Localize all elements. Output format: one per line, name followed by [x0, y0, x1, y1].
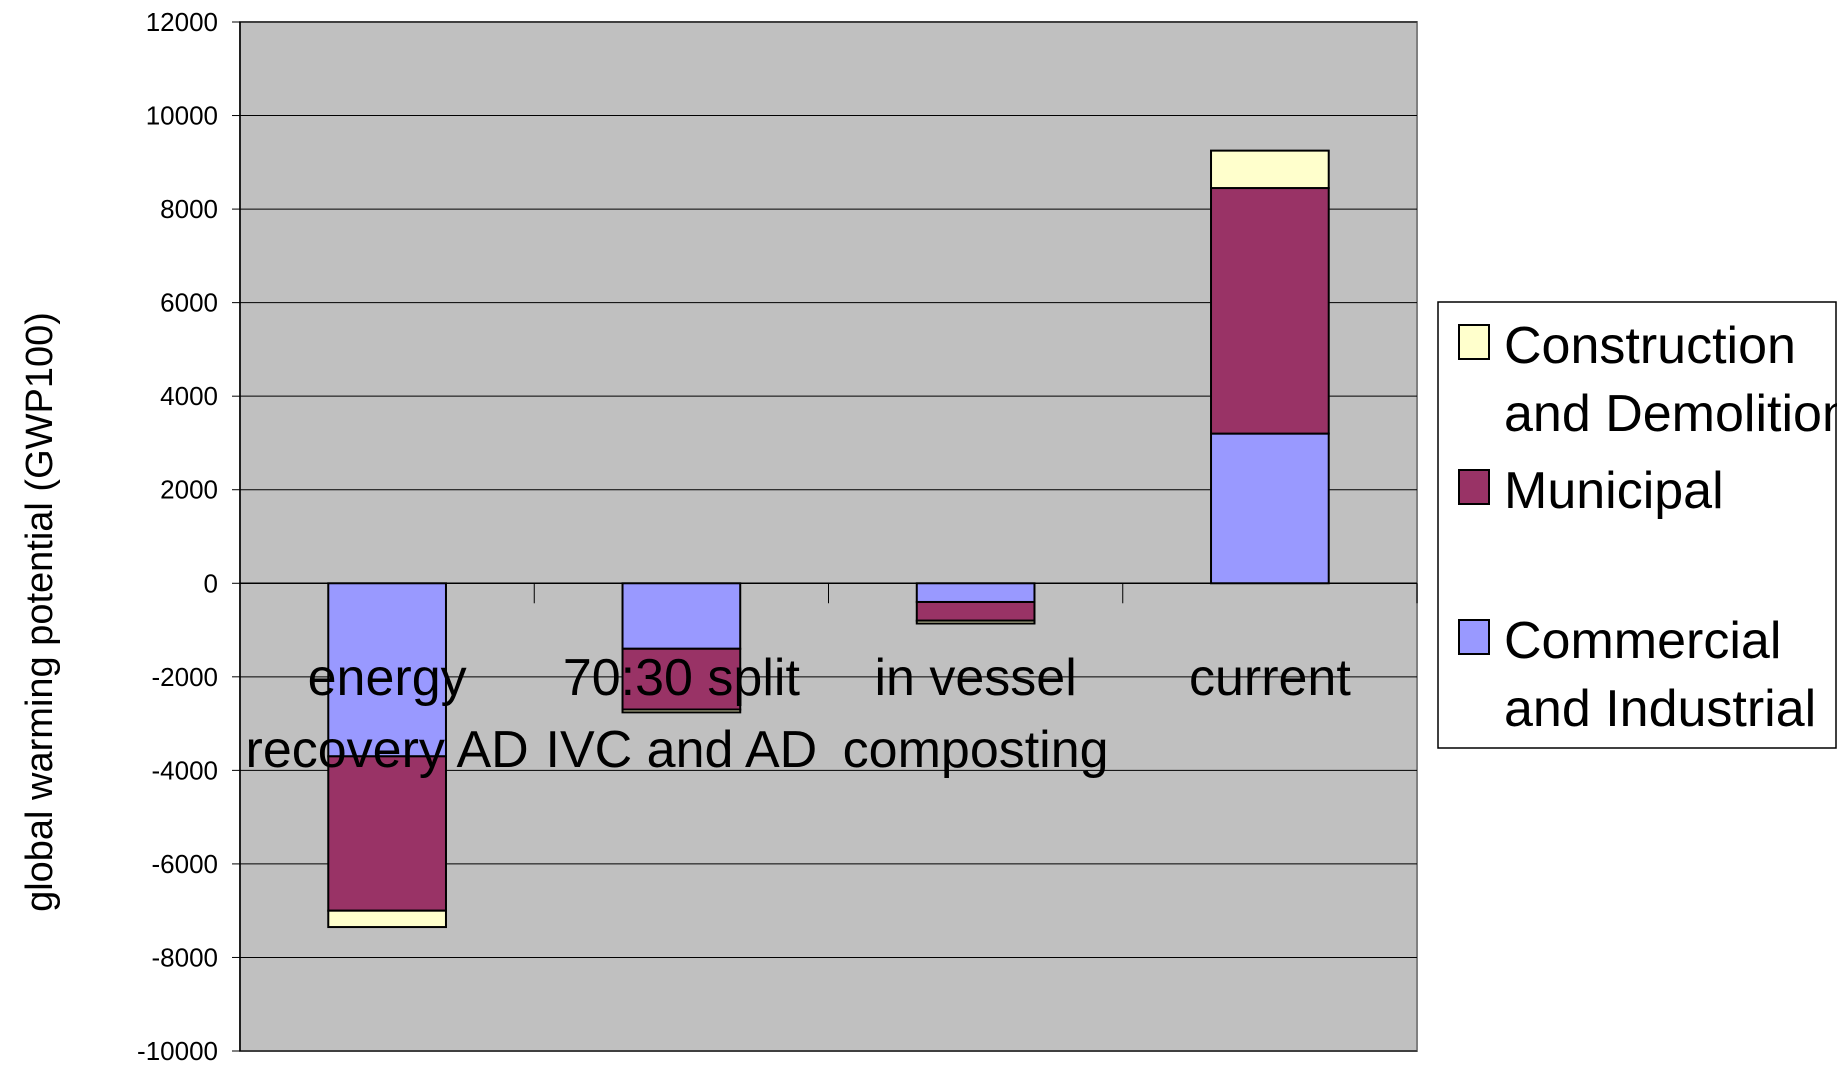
bar-segment [327, 755, 447, 912]
bar-segment [1210, 432, 1330, 585]
y-axis-label: global warming potential (GWP100) [19, 312, 61, 912]
axes: 12000 10000 8000 6000 4000 2000 0 -2000 -4000 -60… [137, 7, 1418, 1066]
legend-swatch [1458, 324, 1490, 360]
y-tick-label: 6000 [160, 288, 218, 318]
bar-segment [915, 582, 1036, 603]
legend-swatch [1458, 469, 1490, 505]
category-label: IVC and AD [546, 721, 818, 779]
bar-segment [327, 909, 447, 929]
y-tick-label: -10000 [137, 1036, 218, 1066]
y-tick-label: -2000 [152, 662, 219, 692]
bar-segment [1210, 149, 1330, 190]
legend-label: Commercial [1504, 612, 1781, 670]
y-tick-label: 2000 [160, 475, 218, 505]
category-labels: energy recovery AD 70:30 split IVC and AD in… [246, 649, 1352, 779]
y-tick-label: -8000 [152, 942, 219, 972]
legend-label: and Demolition [1504, 385, 1837, 443]
y-tick-label: -4000 [152, 755, 219, 785]
y-tick-label: 12000 [146, 7, 218, 37]
category-label: in vessel [874, 649, 1076, 707]
category-label: current [1189, 649, 1351, 707]
category-label: composting [843, 721, 1109, 779]
legend-label: Municipal [1504, 462, 1724, 520]
y-tick-label: 10000 [146, 101, 218, 131]
legend-box [1437, 301, 1837, 749]
y-tick-label: 0 [204, 568, 218, 598]
legend-label: and Industrial [1504, 680, 1816, 738]
legend-label: Construction [1504, 317, 1796, 375]
bar-segment [915, 600, 1036, 622]
bars [327, 149, 1330, 929]
bar-segment [621, 582, 742, 650]
category-label: energy [308, 649, 467, 707]
y-tick-label: 4000 [160, 381, 218, 411]
y-tick-label: -6000 [152, 849, 219, 879]
y-tick-label: 8000 [160, 194, 218, 224]
bar-segment [1210, 187, 1330, 435]
category-label: 70:30 split [563, 649, 801, 707]
legend: Construction and Demolition Municipal Comme… [1437, 301, 1837, 749]
bar-segment [915, 619, 1036, 625]
category-label: recovery AD [246, 721, 529, 779]
bar-segment [621, 708, 742, 714]
legend-swatch [1458, 619, 1490, 655]
